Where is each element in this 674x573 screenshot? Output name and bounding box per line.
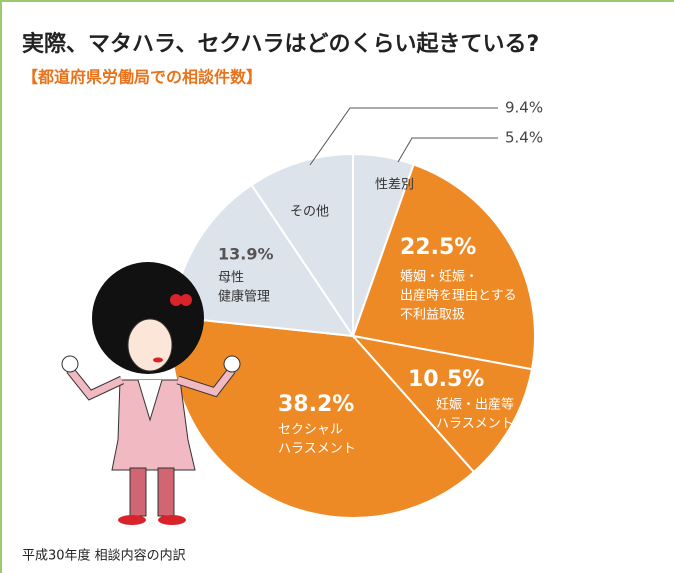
category-label: 健康管理 (218, 289, 270, 305)
footnote: 平成30年度 相談内容の内訳 (22, 548, 186, 564)
category-label: 出産時を理由とする (400, 288, 517, 304)
category-label: 不利益取扱 (400, 308, 465, 323)
category-label: セクシャル (278, 423, 343, 438)
value-label: 10.5% (408, 367, 484, 392)
value-label: 5.4% (505, 129, 543, 147)
chart: 実際、マタハラ、セクハラはどのくらい起きている? 【都道府県労働局での相談件数】… (0, 0, 674, 573)
value-label: 22.5% (400, 235, 476, 260)
category-label: 母性 (218, 271, 244, 286)
category-label: その他 (290, 205, 329, 220)
value-label: 9.4% (505, 99, 543, 117)
chart-title: 実際、マタハラ、セクハラはどのくらい起きている? (22, 31, 539, 57)
value-label: 38.2% (278, 392, 354, 417)
category-label: 性差別 (375, 178, 414, 193)
category-label: 妊娠・出産等 (436, 397, 514, 413)
leader-line (398, 138, 498, 162)
value-label: 13.9% (218, 245, 274, 264)
chart-subtitle: 【都道府県労働局での相談件数】 (22, 68, 262, 87)
category-label: ハラスメント (436, 417, 514, 432)
category-label: 婚姻・妊娠・ (400, 270, 478, 285)
category-label: ハラスメント (278, 442, 356, 457)
